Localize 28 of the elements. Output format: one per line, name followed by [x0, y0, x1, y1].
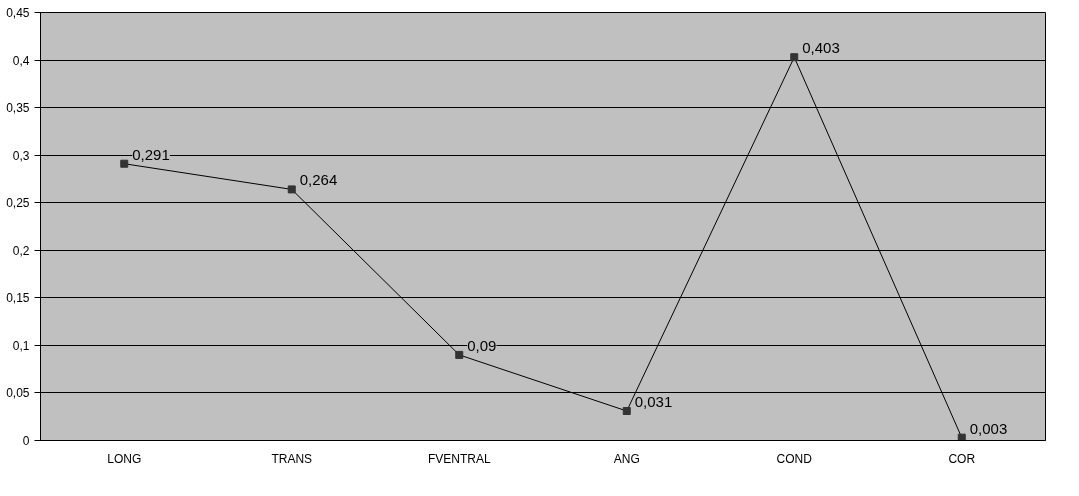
y-tick-label: 0,2	[12, 243, 30, 258]
data-label: 0,291	[132, 145, 170, 163]
data-label: 0,031	[634, 393, 673, 411]
x-tick-label: ANG	[613, 451, 640, 466]
y-tick-label: 0,4	[12, 53, 30, 68]
data-label: 0,09	[467, 336, 497, 354]
point	[790, 53, 799, 62]
data-label: 0,003	[969, 419, 1008, 437]
x-tick-label: COND	[776, 451, 813, 466]
y-tick-label: 0,15	[6, 291, 30, 306]
y-tick-label: 0,45	[6, 6, 30, 20]
x-tick-label: TRANS	[271, 451, 313, 466]
y-tick-label: 0,1	[12, 338, 30, 353]
y-tick-label: 0,35	[6, 101, 30, 116]
y-tick-label: 0	[22, 434, 30, 448]
x-tick-label: COR	[948, 451, 976, 466]
x-tick-label: FVENTRAL	[427, 451, 491, 466]
point	[957, 433, 966, 441]
point	[455, 350, 464, 359]
y-tick-label: 0,05	[6, 386, 30, 401]
y-tick-label: 0,3	[12, 148, 30, 163]
data-label: 0,403	[802, 39, 840, 57]
point	[287, 185, 296, 194]
x-tick-label: LONG	[107, 451, 142, 466]
point	[120, 159, 129, 168]
y-tick-label: 0,25	[6, 196, 30, 211]
point	[622, 407, 631, 416]
data-label: 0,264	[299, 171, 338, 189]
